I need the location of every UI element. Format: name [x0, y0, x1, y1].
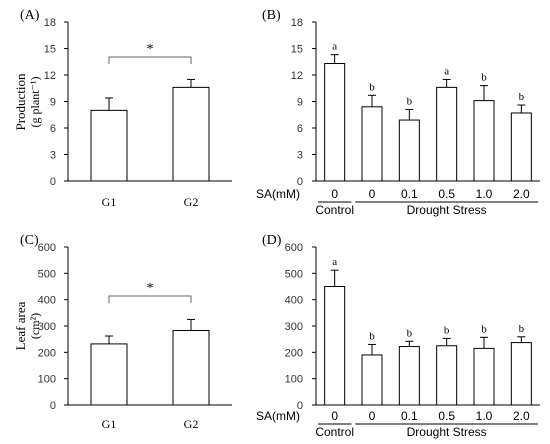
- panel-label: (C): [20, 233, 39, 248]
- y-tick-label: 400: [285, 295, 303, 307]
- y-tick-label: 9: [50, 97, 56, 109]
- y-tick-label: 0: [297, 176, 303, 188]
- significance-letter: b: [481, 323, 487, 335]
- x-tick-label: 1.0: [476, 409, 493, 423]
- x-tick-label: 0.5: [438, 409, 455, 423]
- panel-label: (B): [262, 8, 281, 23]
- y-tick-label: 500: [285, 268, 303, 280]
- significance-star: *: [147, 42, 154, 57]
- significance-letter: b: [369, 330, 375, 342]
- significance-letter: a: [332, 256, 337, 268]
- significance-letter: b: [407, 327, 413, 339]
- bar: [90, 343, 128, 406]
- x-tick-label: 0: [331, 409, 338, 423]
- y-tick-label: 15: [44, 44, 56, 56]
- bar: [436, 86, 458, 182]
- x-tick-label: 0.1: [401, 409, 418, 423]
- bar: [436, 345, 458, 406]
- x-tick-label: G1: [102, 417, 117, 431]
- significance-letter: b: [481, 72, 487, 84]
- y-tick-label: 6: [297, 123, 303, 135]
- y-tick-label: 3: [50, 150, 56, 162]
- y-axis-unit: (cm²): [28, 313, 42, 339]
- significance-bracket: [108, 295, 192, 303]
- significance-star: *: [147, 281, 154, 296]
- y-tick-label: 100: [38, 374, 56, 386]
- y-tick-label: 300: [38, 321, 56, 333]
- y-tick-label: 6: [50, 123, 56, 135]
- y-tick-label: 600: [285, 242, 303, 254]
- significance-letter: a: [444, 65, 449, 77]
- significance-letter: a: [332, 41, 337, 53]
- y-tick-label: 12: [44, 70, 56, 82]
- y-tick-label: 0: [50, 400, 56, 412]
- bar: [510, 112, 532, 182]
- y-tick-label: 200: [38, 347, 56, 359]
- x-tick-label: 0: [331, 187, 338, 201]
- panel-c: (C) 0 100 200 300 400 500 600 Leaf area (cm²) G1 G2…: [13, 233, 232, 431]
- bar: [398, 119, 420, 182]
- y-tick-label: 500: [38, 268, 56, 280]
- y-tick-label: 9: [297, 97, 303, 109]
- group-label: Control: [315, 425, 354, 439]
- y-tick-label: 0: [50, 176, 56, 188]
- y-axis-label: Leaf area: [13, 301, 28, 350]
- bar: [361, 354, 383, 406]
- y-tick-label: 400: [38, 295, 56, 307]
- x-tick-label: G1: [102, 195, 117, 209]
- group-label: Drought Stress: [407, 203, 487, 217]
- panel-a: (A) 0 3 6 9 12 15 18 Production (g plant⁻¹) G1 G2 *: [13, 8, 232, 209]
- x-tick-label: 0: [369, 187, 376, 201]
- bar: [324, 63, 346, 182]
- bar: [473, 100, 495, 182]
- bar: [172, 86, 210, 182]
- significance-letter: b: [369, 81, 375, 93]
- bar: [361, 106, 383, 182]
- y-tick-label: 600: [38, 242, 56, 254]
- bar: [324, 286, 346, 406]
- bar: [473, 347, 495, 406]
- y-tick-label: 0: [297, 400, 303, 412]
- y-axis-label: Production: [13, 73, 28, 131]
- significance-letter: b: [444, 324, 450, 336]
- y-tick-label: 15: [291, 44, 303, 56]
- x-tick-label: 0.5: [438, 187, 455, 201]
- y-tick-label: 12: [291, 70, 303, 82]
- y-tick-label: 200: [285, 347, 303, 359]
- x-tick-label: 1.0: [476, 187, 493, 201]
- factor-label: SA(mM): [256, 187, 300, 201]
- bar: [90, 109, 128, 182]
- bar: [172, 329, 210, 406]
- factor-label: SA(mM): [256, 409, 300, 423]
- bar: [510, 342, 532, 406]
- panel-label: (A): [20, 8, 40, 23]
- y-tick-label: 100: [285, 374, 303, 386]
- significance-bracket: [108, 56, 192, 64]
- group-label: Drought Stress: [407, 425, 487, 439]
- y-tick-label: 18: [44, 17, 56, 29]
- x-tick-label: 2.0: [513, 409, 530, 423]
- significance-letter: b: [519, 323, 525, 335]
- x-tick-label: 0.1: [401, 187, 418, 201]
- y-axis-unit: (g plant⁻¹): [28, 77, 42, 128]
- x-tick-label: G2: [184, 195, 199, 209]
- x-tick-label: G2: [184, 417, 199, 431]
- panel-label: (D): [262, 233, 282, 248]
- bar: [398, 346, 420, 406]
- significance-letter: b: [519, 91, 525, 103]
- y-tick-label: 3: [297, 150, 303, 162]
- x-tick-label: 0: [369, 409, 376, 423]
- y-tick-label: 18: [291, 17, 303, 29]
- group-label: Control: [315, 203, 354, 217]
- x-tick-label: 2.0: [513, 187, 530, 201]
- significance-letter: b: [407, 95, 413, 107]
- y-tick-label: 300: [285, 321, 303, 333]
